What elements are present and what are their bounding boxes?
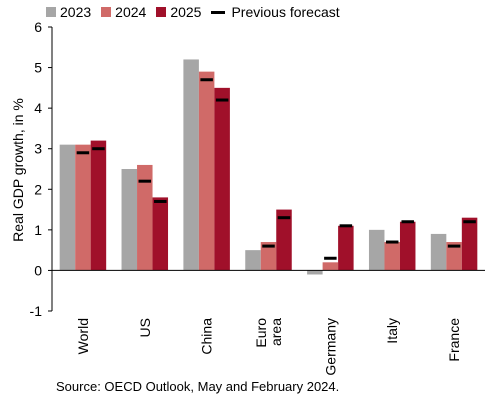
bar-2023-china [183,59,199,271]
bar-2025-germany [338,225,354,271]
bar-2024-world [75,144,91,271]
y-tick-label: 1 [34,222,42,238]
legend-label-2023: 2023 [60,4,92,20]
bar-2023-france [430,233,447,271]
bar-2024-france [446,242,462,271]
bar-2025-france [461,217,478,271]
legend-item-2024: 2024 [101,4,146,20]
bar-2025-italy [399,221,416,271]
legend: 2023 2024 2025 Previous forecast [46,2,350,22]
forecast-marker-2025-china [215,98,229,102]
legend-label-2024: 2024 [115,4,147,20]
bar-2025-world [90,140,107,271]
bar-2023-euro-area [245,250,261,271]
legend-item-previous-forecast: Previous forecast [211,4,340,20]
x-tick-label-us: US [137,318,153,337]
bar-2023-italy [368,229,385,271]
forecast-marker-2025-france [463,220,476,224]
forecast-marker-2024-china [200,78,213,82]
x-tick-label-germany: Germany [322,318,338,376]
forecast-marker-2025-world [92,147,105,151]
forecast-marker-2024-us [138,179,152,183]
bar-2025-euro-area [276,209,292,271]
forecast-marker-2024-world [76,151,90,155]
y-tick-label: -1 [30,303,43,319]
x-tick-label-euro-area: Euro [253,318,269,348]
legend-label-previous-forecast: Previous forecast [231,4,340,20]
bar-2024-euro-area [260,242,277,271]
legend-swatch-2023 [46,7,56,17]
forecast-marker-2025-italy [401,220,414,224]
y-tick-label: 2 [34,181,42,197]
y-tick-label: 3 [34,141,42,157]
legend-dash-previous-forecast [211,10,226,14]
forecast-marker-2024-italy [385,240,399,244]
bar-2025-china [214,87,230,271]
legend-label-2025: 2025 [170,4,202,20]
y-tick-label: 4 [34,100,42,116]
x-tick-label-euro-area: area [268,318,284,346]
bar-2023-world [59,144,76,271]
y-tick-label: 0 [34,262,42,278]
forecast-marker-2024-germany [324,256,337,260]
bar-2024-italy [384,242,400,271]
x-tick-label-world: World [75,318,91,354]
legend-item-2025: 2025 [156,4,201,20]
x-tick-label-france: France [446,318,462,362]
forecast-marker-2025-us [154,199,167,203]
legend-swatch-2025 [156,7,167,17]
forecast-marker-2024-euro-area [262,244,275,248]
bar-2025-us [152,197,169,271]
bar-2024-us [137,164,153,271]
forecast-marker-2024-france [447,244,461,248]
source-note: Source: OECD Outlook, May and February 2… [56,379,340,394]
bar-2024-germany [322,262,339,271]
forecast-marker-2025-euro-area [277,216,291,220]
bar-2024-china [198,71,215,271]
bar-2023-germany [307,270,323,275]
y-tick-label: 5 [34,60,42,76]
x-tick-label-china: China [199,318,215,355]
legend-item-2023: 2023 [46,4,91,20]
legend-swatch-2024 [101,7,112,17]
bar-2023-us [121,169,138,271]
x-tick-label-italy: Italy [384,318,400,344]
y-tick-label: 6 [34,19,42,35]
forecast-marker-2025-germany [339,224,353,228]
